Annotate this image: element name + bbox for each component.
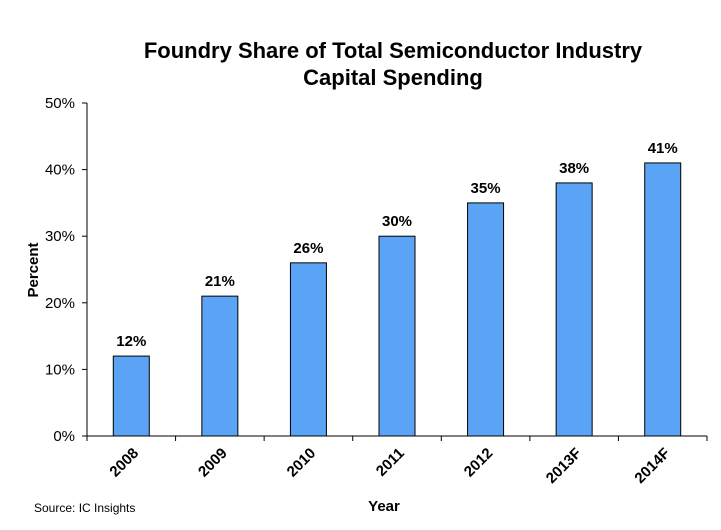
x-axis-title: Year [368,498,400,515]
bar [289,262,327,437]
data-label: 38% [559,160,589,177]
bar [555,182,593,437]
data-label: 30% [382,213,412,230]
bar [112,355,150,437]
bar [201,295,239,437]
x-tick-label: 2011 [373,445,408,480]
y-tick-label: 50% [45,95,75,112]
y-tick-label: 0% [53,428,75,445]
x-tick-label: 2013F [543,445,585,487]
y-tick-label: 20% [45,295,75,312]
data-label: 41% [648,140,678,157]
x-tick-label: 2014F [631,445,673,487]
x-tick-label: 2008 [106,445,142,481]
data-label: 12% [116,333,146,350]
bar [644,162,682,437]
y-tick-label: 10% [45,361,75,378]
x-tick-label: 2010 [284,445,320,481]
plot-area: 0% 10% 20% 30% 40% 50% 12% 2008 21% 2009 26% 2010 30… [45,95,708,487]
x-tick-label: 2012 [461,445,497,481]
data-label: 21% [205,273,235,290]
bar [467,202,505,437]
y-axis-title: Percent [25,242,42,297]
source-note: Source: IC Insights [34,501,135,515]
y-tick-label: 40% [45,162,75,179]
chart-title-line-2: Capital Spending [303,65,483,90]
x-tick-label: 2009 [195,445,231,481]
bar [378,235,416,437]
chart-title-line-1: Foundry Share of Total Semiconductor Ind… [144,38,643,63]
data-label: 35% [471,180,501,197]
y-tick-label: 30% [45,228,75,245]
data-label: 26% [293,240,323,257]
